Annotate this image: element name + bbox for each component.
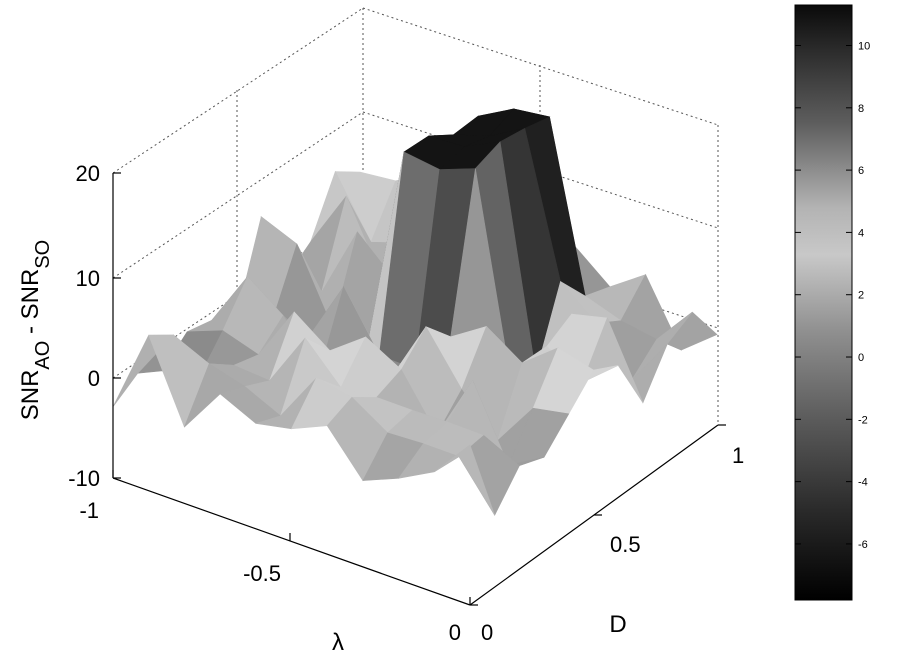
y-tick-0: 0 <box>481 620 493 645</box>
colorbar <box>794 4 853 601</box>
colorbar-tick-label: 8 <box>858 103 864 115</box>
colorbar-tick-label: 10 <box>858 40 870 52</box>
colorbar-tick-label: 6 <box>858 165 864 177</box>
surface <box>112 108 718 516</box>
colorbar-tick-label: 0 <box>858 352 864 364</box>
z-label-sub1: AO <box>32 341 54 370</box>
colorbar-tick-label: 4 <box>858 227 864 239</box>
y-tick-0.5: 0.5 <box>610 532 641 557</box>
x-axis-label: λ <box>332 629 344 656</box>
axes <box>112 172 726 606</box>
z-tick-10: 10 <box>76 266 100 291</box>
x-tick-labels: -1 -0.5 0 <box>79 498 461 645</box>
x-tick-minus1: -1 <box>79 498 99 523</box>
z-label-sep: - SNR <box>17 269 44 341</box>
z-tick-20: 20 <box>76 161 100 186</box>
y-tick-1: 1 <box>732 443 744 468</box>
y-tick-labels: 0 0.5 1 <box>481 443 744 645</box>
z-label-main: SNR <box>17 370 44 421</box>
z-label-sub2: SO <box>32 240 54 269</box>
y-axis-label: D <box>609 611 626 638</box>
colorbar-tick-label: -4 <box>858 477 868 489</box>
z-tick-minus10: -10 <box>68 466 100 491</box>
colorbar-ticks: 10 8 6 4 2 0 -2 -4 -6 <box>795 40 870 551</box>
colorbar-tick-label: -2 <box>858 414 868 426</box>
x-tick-minus0.5: -0.5 <box>243 561 281 586</box>
z-tick-labels: 20 10 0 -10 <box>68 161 100 491</box>
z-tick-0: 0 <box>88 366 100 391</box>
colorbar-tick-label: -6 <box>858 539 868 551</box>
x-tick-0: 0 <box>449 620 461 645</box>
surface-patch <box>434 444 495 516</box>
z-axis-label: SNRAO - SNRSO <box>17 240 54 420</box>
colorbar-tick-label: 2 <box>858 290 864 302</box>
